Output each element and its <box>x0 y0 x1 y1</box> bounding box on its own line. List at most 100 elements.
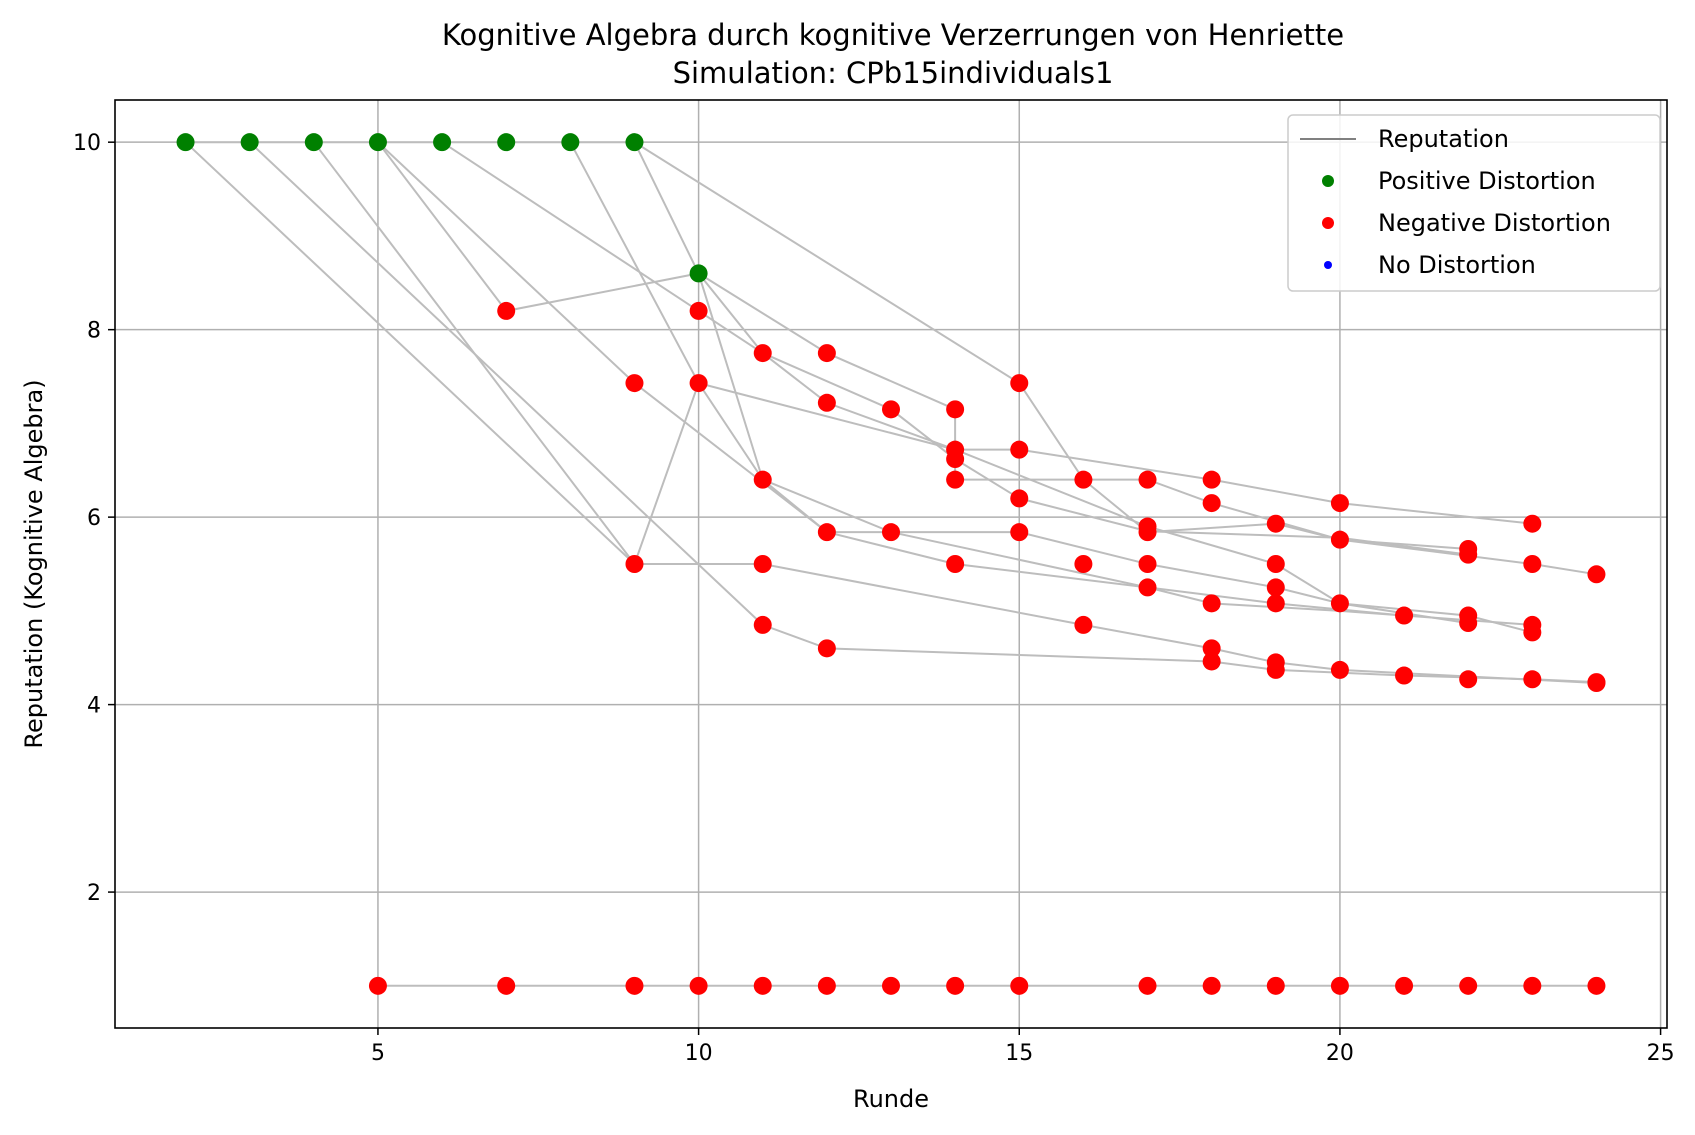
x-tick-label: 15 <box>1005 1041 1033 1066</box>
negative-distortion-point <box>1138 976 1157 995</box>
negative-distortion-point <box>1266 660 1285 679</box>
negative-distortion-point <box>1523 514 1542 533</box>
negative-distortion-point <box>753 615 772 634</box>
negative-distortion-point <box>1330 976 1349 995</box>
negative-distortion-point <box>1010 523 1029 542</box>
negative-distortion-point <box>1202 594 1221 613</box>
negative-distortion-point <box>1266 594 1285 613</box>
negative-distortion-point <box>1010 374 1029 393</box>
negative-distortion-point <box>817 639 836 658</box>
legend-label-negative: Negative Distortion <box>1378 209 1611 237</box>
negative-distortion-point <box>1266 514 1285 533</box>
negative-distortion-point <box>882 976 900 995</box>
positive-distortion-point <box>240 133 259 152</box>
negative-distortion-point <box>625 374 644 393</box>
negative-distortion-point <box>1010 489 1029 508</box>
y-axis-label: Reputation (Kognitive Algebra) <box>20 379 48 748</box>
x-tick-label: 5 <box>371 1041 385 1066</box>
negative-distortion-point <box>1587 674 1606 693</box>
negative-distortion-point <box>946 470 965 489</box>
y-tick-label: 6 <box>87 506 101 531</box>
negative-distortion-point <box>946 555 965 573</box>
negative-distortion-point <box>1010 976 1029 995</box>
positive-distortion-point <box>368 133 387 152</box>
negative-distortion-point <box>1266 555 1285 573</box>
negative-distortion-point <box>1523 623 1542 642</box>
negative-distortion-point <box>1138 470 1157 489</box>
negative-distortion-point <box>1202 639 1221 658</box>
legend-swatch-negative <box>1322 217 1334 229</box>
negative-distortion-point <box>1395 606 1414 625</box>
positive-distortion-point <box>689 264 708 283</box>
negative-distortion-point <box>1523 555 1542 573</box>
axis-ticks: 5 10 15 20 25 2 4 6 8 10 <box>73 131 1675 1066</box>
reputation-line <box>377 141 1533 626</box>
negative-distortion-point <box>1459 670 1478 689</box>
negative-distortion-point <box>689 976 708 995</box>
negative-distortion-point <box>753 976 772 995</box>
negative-distortion-point <box>1395 976 1414 995</box>
negative-distortion-point <box>1587 565 1606 584</box>
negative-distortion-point <box>1330 660 1349 679</box>
legend-label-none: No Distortion <box>1378 251 1536 279</box>
x-tick-label: 10 <box>685 1041 713 1066</box>
plot-border <box>114 99 1668 1029</box>
legend-box <box>1287 114 1661 292</box>
negative-distortion-point <box>689 374 708 393</box>
negative-distortion-point <box>753 555 772 573</box>
negative-distortion-point <box>817 344 836 363</box>
negative-distortion-point <box>882 400 900 419</box>
y-tick-label: 2 <box>87 881 101 906</box>
negative-distortion-point <box>1074 470 1093 489</box>
positive-distortion-point <box>433 133 452 152</box>
legend-swatch-positive <box>1322 175 1334 187</box>
negative-distortion-point <box>1074 555 1093 573</box>
reputation-line <box>184 141 1405 617</box>
legend-label-reputation: Reputation <box>1378 125 1509 153</box>
negative-distortion-point <box>1202 494 1221 513</box>
x-axis-label: Runde <box>853 1085 929 1113</box>
negative-distortion-point <box>817 523 836 542</box>
negative-distortion-point <box>497 301 516 320</box>
positive-distortion-point <box>497 133 516 152</box>
negative-distortion-point <box>817 976 836 995</box>
y-tick-label: 4 <box>87 694 101 719</box>
negative-distortion-point <box>1202 976 1221 995</box>
legend-swatch-none <box>1324 261 1332 269</box>
y-tick-label: 8 <box>87 319 101 344</box>
negative-distortion-point <box>1330 494 1349 513</box>
negative-distortion-point <box>1266 976 1285 995</box>
x-tick-label: 20 <box>1326 1041 1354 1066</box>
reputation-line <box>313 141 1597 684</box>
negative-distortion-point <box>689 301 708 320</box>
x-tick-label: 25 <box>1647 1041 1675 1066</box>
negative-distortion-point <box>1330 530 1349 549</box>
negative-distortion-point <box>497 976 516 995</box>
reputation-line <box>698 272 1597 576</box>
negative-distortion-point <box>753 344 772 363</box>
negative-distortion-point <box>1459 976 1478 995</box>
negative-distortion-point <box>1138 578 1157 597</box>
negative-distortion-point <box>1010 440 1029 459</box>
negative-distortion-point <box>368 976 387 995</box>
negative-distortion-point <box>625 976 644 995</box>
negative-distortion-point <box>1138 555 1157 573</box>
negative-distortion-point <box>817 393 836 412</box>
chart-title: Kognitive Algebra durch kognitive Verzer… <box>442 18 1344 52</box>
negative-distortion-point <box>946 400 965 419</box>
negative-distortion-point <box>1459 614 1478 633</box>
chart-subtitle: Simulation: CPb15individuals1 <box>673 56 1114 90</box>
negative-distortion-point <box>1330 594 1349 613</box>
negative-distortion-point <box>882 523 900 542</box>
negative-distortion-point <box>1202 470 1221 489</box>
negative-distortion-point <box>946 976 965 995</box>
legend: Reputation Positive Distortion Negative … <box>1287 114 1661 292</box>
negative-distortion-point <box>946 450 965 469</box>
negative-distortion-point <box>1074 615 1093 634</box>
negative-distortion-point <box>1459 545 1478 564</box>
positive-distortion-point <box>176 133 195 152</box>
y-tick-label: 10 <box>73 131 101 156</box>
legend-label-positive: Positive Distortion <box>1378 167 1596 195</box>
